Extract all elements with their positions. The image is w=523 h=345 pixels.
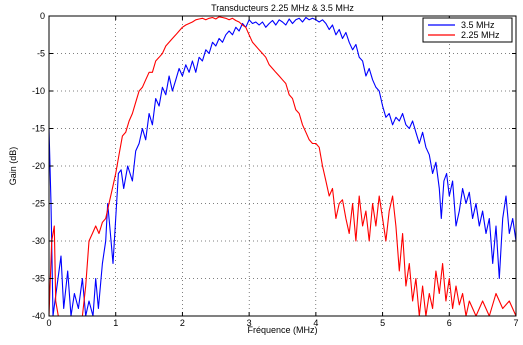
- chart-title: Transducteurs 2.25 MHz & 3.5 MHz: [211, 3, 354, 13]
- series-lines: [49, 16, 516, 316]
- y-tick-label: -10: [32, 86, 45, 96]
- x-tick-label: 1: [113, 318, 118, 328]
- legend-box: [422, 17, 513, 43]
- x-axis-label: Fréquence (MHz): [247, 325, 317, 335]
- legend-label-2: 2.25 MHz: [461, 30, 500, 40]
- x-tick-label: 5: [380, 318, 385, 328]
- y-tick-label: -30: [32, 236, 45, 246]
- x-tick-label: 7: [513, 318, 518, 328]
- y-axis-label: Gain (dB): [8, 147, 18, 186]
- x-tick-label: 4: [313, 318, 318, 328]
- y-tick-label: -35: [32, 274, 45, 284]
- y-tick-label: 0: [40, 11, 45, 21]
- x-tick-label: 2: [180, 318, 185, 328]
- y-tick-label: -25: [32, 199, 45, 209]
- x-tick-label: 6: [447, 318, 452, 328]
- y-tick-label: -5: [37, 49, 45, 59]
- x-tick-label: 0: [46, 318, 51, 328]
- x-tick-label: 3: [247, 318, 252, 328]
- axis-ticks: 0 1 2 3 4 5 6 7 0 -5 -10 -15 -20 -25 -30 -35 -40: [32, 11, 519, 328]
- y-tick-label: -40: [32, 311, 45, 321]
- y-tick-label: -15: [32, 124, 45, 134]
- series-line-1: [49, 16, 516, 316]
- series-line-2: [49, 16, 516, 316]
- y-tick-label: -20: [32, 161, 45, 171]
- legend-label-1: 3.5 MHz: [461, 20, 495, 30]
